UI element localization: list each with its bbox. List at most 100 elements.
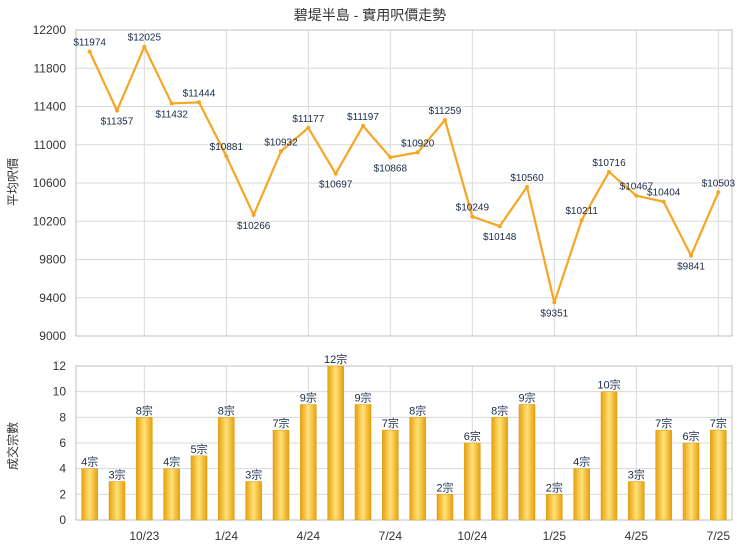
volume-bar	[218, 417, 235, 521]
volume-tick-label: 12	[53, 359, 67, 373]
price-point	[142, 44, 147, 49]
volume-bar	[163, 468, 180, 521]
price-data-label: $11177	[292, 114, 324, 125]
volume-data-label: 7宗	[272, 416, 289, 430]
price-data-label: $10868	[374, 163, 408, 174]
price-point	[251, 212, 256, 217]
price-data-label: $10404	[647, 188, 681, 199]
volume-data-label: 4宗	[573, 455, 590, 469]
volume-data-label: 8宗	[136, 403, 153, 417]
volume-data-label: 4宗	[81, 455, 98, 469]
volume-data-label: 4宗	[163, 455, 180, 469]
price-point	[634, 193, 639, 198]
price-tick-label: 9000	[39, 329, 66, 343]
volume-data-label: 3宗	[245, 468, 262, 482]
volume-bar	[81, 468, 98, 521]
volume-data-label: 6宗	[464, 429, 481, 443]
volume-data-label: 10宗	[597, 378, 620, 392]
volume-tick-label: 0	[59, 513, 66, 527]
price-data-label: $10211	[565, 206, 598, 217]
volume-tick-label: 6	[59, 436, 66, 450]
price-data-label: $10266	[237, 221, 271, 232]
x-axis-tick-label: 1/25	[543, 529, 567, 543]
price-data-label: $10881	[210, 142, 244, 153]
price-point	[661, 199, 666, 204]
volume-bar	[518, 404, 536, 521]
price-data-label: $12025	[128, 33, 162, 44]
volume-data-label: 3宗	[628, 468, 645, 482]
x-axis-tick-label: 4/25	[625, 529, 649, 543]
volume-data-label: 6宗	[682, 429, 699, 443]
price-data-label: $11259	[429, 106, 462, 117]
price-data-label: $9351	[540, 308, 568, 319]
price-point	[224, 154, 229, 159]
price-point	[497, 224, 502, 229]
volume-data-label: 12宗	[324, 352, 347, 366]
volume-bar	[354, 404, 372, 521]
price-tick-label: 10200	[33, 214, 67, 228]
volume-data-label: 3宗	[108, 468, 125, 482]
price-data-label: $10503	[702, 178, 736, 189]
volume-data-label: 7宗	[655, 416, 672, 430]
price-point	[689, 253, 693, 258]
price-point	[279, 149, 283, 154]
price-point	[333, 171, 338, 176]
volume-data-label: 9宗	[518, 391, 535, 405]
price-point	[169, 101, 174, 106]
price-data-label: $11432	[155, 109, 188, 120]
volume-bar	[464, 442, 481, 521]
price-tick-label: 11800	[34, 61, 67, 75]
volume-plot-frame	[75, 365, 733, 521]
price-data-label: $10697	[319, 180, 353, 191]
volume-bar	[382, 429, 399, 521]
volume-bar	[272, 429, 290, 521]
price-data-label: $9841	[677, 262, 705, 273]
price-data-label: $10932	[264, 137, 298, 148]
price-point	[607, 169, 611, 174]
x-axis-tick-label: 4/24	[297, 529, 321, 543]
price-tick-label: 11000	[34, 138, 67, 152]
volume-bar	[710, 429, 727, 521]
price-point	[87, 49, 92, 54]
price-axis-label: 平均呎價	[6, 158, 20, 206]
volume-bar	[573, 468, 590, 521]
price-point	[197, 100, 201, 105]
price-tick-label: 10600	[33, 176, 67, 190]
volume-tick-label: 4	[59, 462, 66, 476]
price-point	[443, 117, 447, 122]
volume-bar	[682, 442, 700, 521]
volume-data-label: 5宗	[190, 442, 207, 456]
volume-bar	[136, 417, 153, 521]
x-axis-tick-label: 7/25	[707, 529, 731, 543]
price-point	[579, 218, 584, 223]
price-plot-frame	[75, 29, 733, 337]
chart-title: 碧堤半島 - 實用呎價走勢	[294, 7, 446, 23]
volume-bar	[245, 481, 262, 521]
price-line-panel: 平均呎價 9000 9400 9800 10200 10600 11000 11400 118…	[6, 23, 735, 343]
price-data-label: $11357	[101, 117, 134, 128]
volume-data-label: 9宗	[354, 391, 371, 405]
price-data-label: $10148	[483, 232, 517, 243]
x-axis-tick-label: 10/24	[457, 529, 487, 543]
volume-bar	[190, 455, 208, 521]
volume-bar	[628, 481, 645, 521]
volume-bar	[436, 494, 454, 521]
volume-bar	[327, 365, 344, 521]
price-point	[470, 214, 475, 219]
price-data-label: $10249	[456, 203, 490, 214]
volume-data-label: 9宗	[300, 391, 317, 405]
volume-bar	[600, 391, 618, 521]
price-point	[525, 184, 529, 189]
volume-tick-label: 10	[53, 385, 67, 399]
price-tick-label: 9400	[39, 291, 66, 305]
volume-data-label: 8宗	[409, 403, 426, 417]
price-data-label: $10920	[401, 138, 435, 149]
price-point	[361, 123, 365, 128]
volume-data-label: 8宗	[491, 403, 508, 417]
volume-axis-label: 成交宗數	[5, 422, 20, 470]
volume-data-label: 2宗	[546, 480, 563, 494]
price-point	[388, 155, 393, 160]
price-tick-label: 12200	[33, 23, 67, 37]
